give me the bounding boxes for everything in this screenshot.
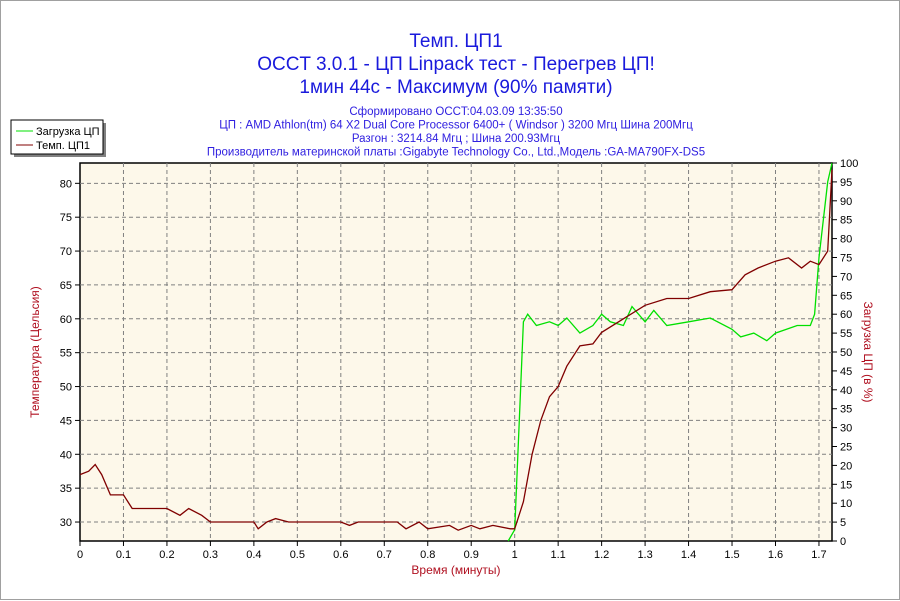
chart-subtitle-line: Сформировано OCCT:04.03.09 13:35:50 <box>349 106 562 118</box>
y2-tick-label: 75 <box>840 253 852 265</box>
y2-tick-label: 55 <box>840 328 852 340</box>
y2-tick-label: 80 <box>840 234 852 246</box>
y2-tick-label: 15 <box>840 479 852 491</box>
x-tick-label: 0.4 <box>246 549 261 561</box>
x-tick-label: 0.7 <box>377 549 392 561</box>
x-tick-label: 0.6 <box>333 549 348 561</box>
y2-tick-label: 60 <box>840 309 852 321</box>
y2-tick-label: 70 <box>840 271 852 283</box>
legend: Загрузка ЦП Темп. ЦП1 <box>10 119 106 157</box>
y-tick-label: 65 <box>60 280 72 292</box>
y-tick-label: 80 <box>60 178 72 190</box>
x-tick-label: 1.1 <box>551 549 566 561</box>
legend-label-temp: Темп. ЦП1 <box>36 140 90 152</box>
y-tick-label: 35 <box>60 483 72 495</box>
x-tick-label: 0.3 <box>203 549 218 561</box>
y2-tick-label: 50 <box>840 347 852 359</box>
y-tick-label: 55 <box>60 348 72 360</box>
series-line-load <box>507 162 833 542</box>
chart-title-line: 1мин 44с - Максимум (90% памяти) <box>299 77 612 98</box>
y2-tick-label: 90 <box>840 196 852 208</box>
y-tick-label: 70 <box>60 246 72 258</box>
chart-subtitle-line: Производитель материнской платы :Gigabyt… <box>207 147 705 159</box>
y2-axis-label: Загрузка ЦП (в %) <box>861 301 875 402</box>
x-tick-label: 0.5 <box>290 549 305 561</box>
y2-tick-label: 20 <box>840 460 852 472</box>
x-tick-label: 0 <box>77 549 83 561</box>
y2-tick-label: 45 <box>840 366 852 378</box>
x-tick-label: 0.9 <box>464 549 479 561</box>
y-tick-label: 45 <box>60 415 72 427</box>
x-tick-label: 0.8 <box>420 549 435 561</box>
chart-title-line: OCCT 3.0.1 - ЦП Linpack тест - Перегрев … <box>257 54 655 75</box>
y2-tick-label: 35 <box>840 404 852 416</box>
x-axis-label: Время (минуты) <box>411 563 500 577</box>
y-tick-label: 40 <box>60 449 72 461</box>
legend-label-load: Загрузка ЦП <box>36 126 100 138</box>
y2-tick-label: 95 <box>840 177 852 189</box>
x-tick-label: 1 <box>512 549 518 561</box>
y2-tick-label: 65 <box>840 290 852 302</box>
y-tick-label: 50 <box>60 382 72 394</box>
plot-area <box>79 162 833 542</box>
x-tick-label: 1.6 <box>768 549 783 561</box>
y-tick-label: 30 <box>60 517 72 529</box>
chart-subtitle-line: Разгон : 3214.84 Мгц ; Шина 200.93Мгц <box>352 133 561 145</box>
y-tick-label: 75 <box>60 212 72 224</box>
y2-tick-label: 10 <box>840 498 852 510</box>
y-tick-label: 60 <box>60 314 72 326</box>
y2-tick-label: 25 <box>840 442 852 454</box>
x-tick-label: 1.3 <box>637 549 652 561</box>
x-tick-label: 0.1 <box>116 549 131 561</box>
y2-tick-label: 100 <box>840 158 858 170</box>
y2-tick-label: 30 <box>840 423 852 435</box>
x-tick-label: 1.2 <box>594 549 609 561</box>
x-tick-label: 1.5 <box>724 549 739 561</box>
y2-tick-label: 5 <box>840 517 846 529</box>
chart-title-line: Темп. ЦП1 <box>409 31 502 52</box>
x-tick-label: 1.7 <box>811 549 826 561</box>
x-tick-label: 0.2 <box>159 549 174 561</box>
chart-subtitle-line: ЦП : AMD Athlon(tm) 64 X2 Dual Core Proc… <box>219 120 693 132</box>
x-tick-label: 1.4 <box>681 549 696 561</box>
y2-tick-label: 40 <box>840 385 852 397</box>
y2-tick-label: 85 <box>840 215 852 227</box>
series-line-temp <box>79 169 833 531</box>
y2-tick-label: 0 <box>840 536 846 548</box>
y-axis-label: Температура (Цельсия) <box>28 286 42 418</box>
